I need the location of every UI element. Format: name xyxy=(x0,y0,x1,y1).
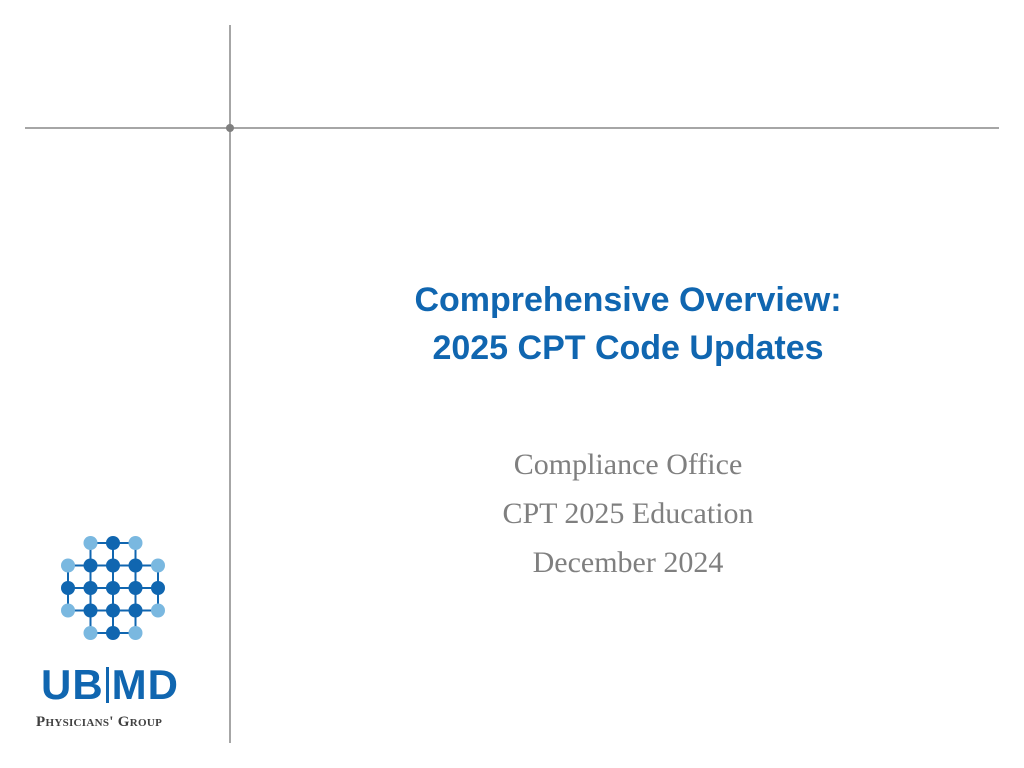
ubmd-logo: UB MD Physicians' Group xyxy=(33,530,203,740)
logo-dot-dark xyxy=(106,558,120,573)
rule-junction-dot xyxy=(226,124,234,132)
logo-dot-light xyxy=(83,536,98,550)
logo-dot-dark xyxy=(106,626,120,640)
logo-dot-dark xyxy=(83,558,98,573)
logo-divider xyxy=(105,667,109,703)
horizontal-rule xyxy=(25,127,999,129)
logo-tagline: Physicians' Group xyxy=(36,714,163,730)
logo-dot-dark xyxy=(128,558,143,573)
vertical-rule xyxy=(229,25,231,743)
logo-dot-dark xyxy=(106,536,120,550)
logo-dot-dark xyxy=(106,603,120,618)
logo-dot-dark xyxy=(83,603,98,618)
logo-dot-dark xyxy=(61,581,75,595)
subtitle-line-2: CPT 2025 Education xyxy=(502,497,754,530)
logo-dot-dark xyxy=(106,581,120,595)
slide-subtitle: Compliance Office CPT 2025 Education Dec… xyxy=(250,440,1006,587)
slide-title: Comprehensive Overview: 2025 CPT Code Up… xyxy=(250,276,1006,372)
logo-dot-dark xyxy=(83,581,98,595)
logo-wordmark-right: MD xyxy=(111,661,179,708)
title-line-1: Comprehensive Overview: xyxy=(414,281,842,319)
logo-wordmark: UB MD xyxy=(41,664,195,706)
subtitle-line-1: Compliance Office xyxy=(513,448,743,481)
logo-dot-light xyxy=(61,603,75,618)
logo-dot-light xyxy=(151,603,165,618)
title-line-2: 2025 CPT Code Updates xyxy=(432,329,824,367)
logo-dot-dark xyxy=(128,581,143,595)
logo-dot-dark xyxy=(128,603,143,618)
logo-dot-light xyxy=(128,626,143,640)
logo-dot-dark xyxy=(151,581,165,595)
logo-wordmark-left: UB xyxy=(41,661,104,708)
subtitle-line-3: December 2024 xyxy=(532,546,724,579)
logo-dot-light xyxy=(128,536,143,550)
logo-dot-light xyxy=(61,558,75,573)
logo-dot-light xyxy=(151,558,165,573)
logo-dot-light xyxy=(83,626,98,640)
dot-grid-logo-icon xyxy=(61,536,165,640)
